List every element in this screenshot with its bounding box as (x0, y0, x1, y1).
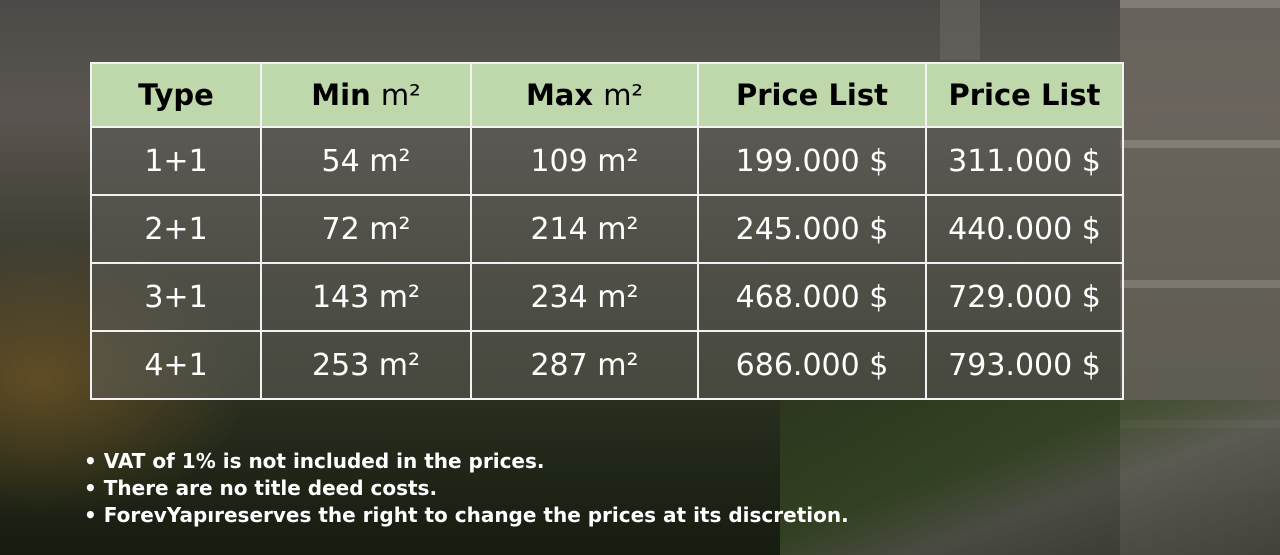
table-cell: 245.000 $ (697, 194, 927, 264)
table-cell: 2+1 (90, 194, 262, 264)
table-cell: 253 m² (260, 330, 472, 400)
table-cell: 440.000 $ (925, 194, 1124, 264)
table-cell: 468.000 $ (697, 262, 927, 332)
note-price-change: • ForevYapıreserves the right to change … (84, 503, 849, 527)
table-cell: 214 m² (470, 194, 699, 264)
table-cell: 729.000 $ (925, 262, 1124, 332)
note-vat: • VAT of 1% is not included in the price… (84, 449, 545, 473)
header-label: Price List (736, 78, 888, 112)
header-max-area: Max m² (470, 62, 699, 128)
table-cell: 4+1 (90, 330, 262, 400)
building-photo-background-top (940, 0, 980, 60)
table-cell: 793.000 $ (925, 330, 1124, 400)
header-price-list-min: Price List (697, 62, 927, 128)
header-min-area: Min m² (260, 62, 472, 128)
table-cell: 199.000 $ (697, 126, 927, 196)
header-label: Min (311, 78, 371, 112)
notes-list: • VAT of 1% is not included in the price… (84, 448, 849, 529)
header-label: Price List (948, 78, 1101, 112)
header-unit: m² (380, 78, 421, 112)
header-type: Type (90, 62, 262, 128)
terrace-photo-background (780, 400, 1280, 555)
table-cell: 686.000 $ (697, 330, 927, 400)
table-cell: 287 m² (470, 330, 699, 400)
price-table: Type Min m² Max m² Price List Price List… (90, 62, 1124, 400)
table-row: 2+1 72 m² 214 m² 245.000 $440.000 $ (90, 194, 1124, 264)
header-label: Max (525, 78, 594, 112)
header-unit: m² (603, 78, 644, 112)
table-row: 4+1 253 m² 287 m² 686.000 $793.000 $ (90, 330, 1124, 400)
table-row: 1+1 54 m² 109 m² 199.000 $311.000 $ (90, 126, 1124, 196)
table-cell: 143 m² (260, 262, 472, 332)
table-cell: 311.000 $ (925, 126, 1124, 196)
header-label: Type (138, 78, 214, 112)
table-header-row: Type Min m² Max m² Price List Price List (90, 62, 1124, 128)
table-cell: 109 m² (470, 126, 699, 196)
header-price-list-max: Price List (925, 62, 1124, 128)
table-cell: 234 m² (470, 262, 699, 332)
table-cell: 54 m² (260, 126, 472, 196)
note-title-deed: • There are no title deed costs. (84, 476, 438, 500)
table-cell: 72 m² (260, 194, 472, 264)
table-cell: 1+1 (90, 126, 262, 196)
table-row: 3+1 143 m² 234 m² 468.000 $729.000 $ (90, 262, 1124, 332)
table-cell: 3+1 (90, 262, 262, 332)
